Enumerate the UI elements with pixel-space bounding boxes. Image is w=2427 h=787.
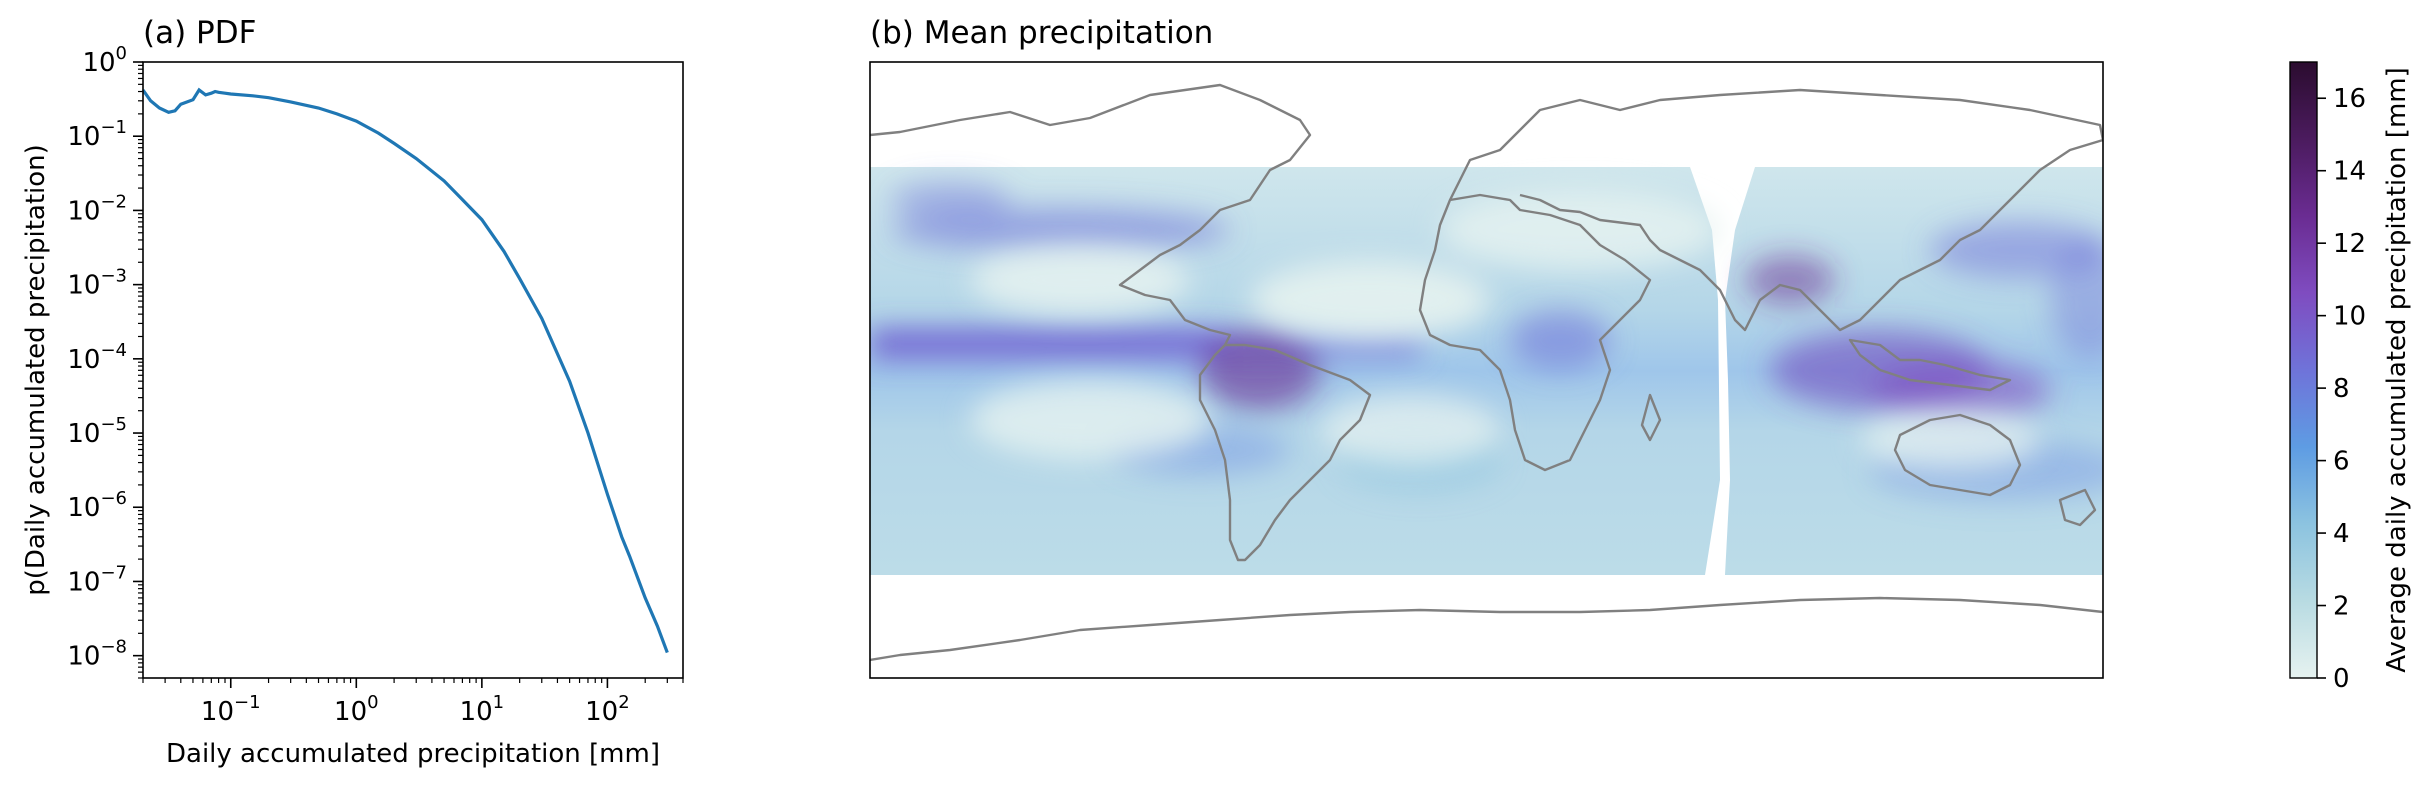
pdf-y-tick-exponent: −6 [100, 488, 127, 509]
pdf-x-tick-label: 102 [585, 692, 630, 727]
colorbar-ticks: 0 2 4 6 8 10 12 14 16 [2317, 84, 2366, 694]
pdf-y-tick-base: 10 [82, 48, 115, 78]
coastline-eurasia [1448, 88, 2103, 332]
pdf-x-tick-base: 10 [460, 697, 493, 727]
map-panel-title: (b) Mean precipitation [870, 15, 1213, 51]
pdf-y-tick-exponent: −3 [100, 266, 127, 287]
coastlines [870, 83, 2103, 662]
colorbar-strip [2289, 61, 2318, 679]
pdf-y-tick-base: 10 [67, 271, 100, 301]
precip-field [870, 83, 2103, 662]
pdf-x-tick-exponent: 0 [367, 692, 378, 713]
pdf-x-tick-exponent: −1 [234, 692, 261, 713]
colorbar-tick-label: 8 [2333, 374, 2350, 404]
pdf-y-tick-label: 10−4 [67, 340, 127, 375]
pdf-y-tick-exponent: −4 [100, 340, 127, 361]
coastline-africa [1418, 193, 1652, 472]
coastline-australia [1893, 413, 2022, 497]
colorbar-tick-label: 0 [2333, 664, 2350, 694]
colorbar-tick-label: 2 [2333, 592, 2350, 622]
pdf-y-tick-label: 10−5 [67, 414, 127, 449]
coastline-north-america [870, 83, 1312, 346]
pdf-x-tick-base: 10 [201, 697, 234, 727]
pdf-axis-ticks: 10−1 100 101 10210010−110−210−310−410−510−6… [67, 43, 684, 727]
mean-precip-panel: (b) Mean precipitation [869, 15, 2104, 679]
colorbar-tick-label: 12 [2333, 229, 2366, 259]
coastline-south-america [1198, 343, 1372, 562]
coastline-antarctica [870, 596, 2103, 662]
colorbar-tick-label: 16 [2333, 84, 2366, 114]
pdf-y-tick-exponent: −7 [100, 562, 127, 583]
pdf-panel: (a) PDF 10−1 100 101 10210010−110−210−310−4… [21, 15, 684, 769]
coastline-madagascar [1640, 393, 1662, 442]
colorbar-tick-label: 10 [2333, 302, 2366, 332]
missing-data-gap [1690, 167, 1755, 575]
pdf-y-tick-exponent: −5 [100, 414, 127, 435]
pdf-y-tick-base: 10 [67, 122, 100, 152]
pdf-y-tick-base: 10 [67, 642, 100, 672]
colorbar-tick-label: 6 [2333, 447, 2350, 477]
map-axes-frame [869, 61, 2104, 679]
colorbar-tick-label: 4 [2333, 519, 2350, 549]
pdf-x-tick-base: 10 [334, 697, 367, 727]
pdf-y-tick-exponent: 0 [116, 43, 127, 64]
pdf-x-tick-label: 100 [334, 692, 379, 727]
pdf-y-tick-label: 100 [82, 43, 127, 78]
pdf-x-tick-base: 10 [585, 697, 618, 727]
pdf-y-tick-label: 10−2 [67, 191, 127, 226]
coastline-new-zealand [2058, 488, 2097, 527]
pdf-y-tick-exponent: −8 [100, 637, 127, 658]
pdf-series-line [141, 87, 669, 654]
pdf-panel-title: (a) PDF [143, 15, 256, 51]
pdf-axes-frame [142, 61, 684, 679]
pdf-y-tick-base: 10 [67, 493, 100, 523]
colorbar-tick-label: 14 [2333, 157, 2366, 187]
pdf-y-tick-label: 10−8 [67, 637, 127, 672]
colorbar: 0 2 4 6 8 10 12 14 16 Average daily accumulated … [2289, 61, 2412, 694]
pdf-x-tick-label: 10−1 [201, 692, 261, 727]
pdf-y-tick-base: 10 [67, 567, 100, 597]
pdf-x-axis-label: Daily accumulated precipitation [mm] [166, 739, 660, 769]
pdf-y-tick-exponent: −2 [100, 191, 127, 212]
colorbar-label: Average daily accumulated precipitation … [2382, 67, 2412, 673]
coastline-maritime-continent [1848, 338, 2012, 392]
pdf-x-tick-exponent: 1 [493, 692, 504, 713]
pdf-x-tick-exponent: 2 [618, 692, 629, 713]
pdf-y-tick-base: 10 [67, 419, 100, 449]
pdf-y-tick-label: 10−3 [67, 266, 127, 301]
pdf-y-tick-label: 10−6 [67, 488, 127, 523]
precip-dry-regions [970, 190, 2040, 470]
pdf-x-tick-label: 101 [460, 692, 505, 727]
pdf-y-tick-label: 10−7 [67, 562, 127, 597]
pdf-y-tick-base: 10 [67, 345, 100, 375]
pdf-y-tick-label: 10−1 [67, 117, 127, 152]
pdf-y-axis-label: p(Daily accumulated precipitation) [21, 144, 51, 596]
pdf-y-tick-base: 10 [67, 196, 100, 226]
pdf-y-tick-exponent: −1 [100, 117, 127, 138]
